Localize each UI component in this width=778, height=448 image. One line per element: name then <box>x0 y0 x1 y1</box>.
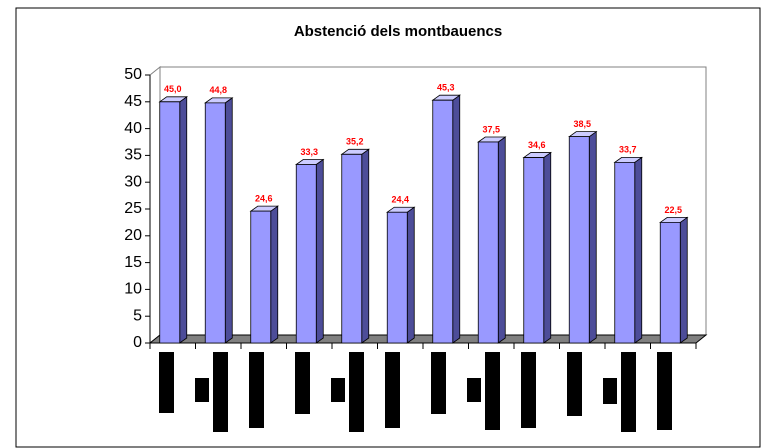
bar-front <box>523 157 545 344</box>
redaction <box>195 378 209 402</box>
redaction <box>249 352 264 428</box>
redaction <box>521 352 536 428</box>
value-label: 24,6 <box>255 194 273 204</box>
y-tick-label: 30 <box>124 173 142 190</box>
value-label: 33,7 <box>619 145 637 155</box>
bar <box>295 158 325 344</box>
value-label: 34,6 <box>528 140 546 150</box>
bar <box>204 97 234 344</box>
redaction <box>567 352 582 416</box>
bar-side <box>679 216 688 344</box>
redaction <box>349 352 364 432</box>
bar <box>659 216 689 344</box>
bar-side <box>452 94 461 344</box>
redaction <box>657 352 672 430</box>
redaction <box>385 352 400 428</box>
bar <box>522 151 552 344</box>
value-label: 24,4 <box>391 195 409 205</box>
y-tick-label: 50 <box>124 66 142 83</box>
redaction <box>159 352 174 413</box>
bar <box>568 130 598 344</box>
value-label: 22,5 <box>664 205 682 215</box>
y-tick-label: 0 <box>133 334 142 351</box>
bar-front <box>432 99 454 344</box>
bar <box>249 205 279 344</box>
y-tick-label: 5 <box>133 307 142 324</box>
bar-side <box>497 136 506 344</box>
value-label: 35,2 <box>346 137 364 147</box>
bar-front <box>568 136 590 344</box>
bar <box>158 96 188 344</box>
bar <box>431 94 461 344</box>
bar <box>340 148 370 344</box>
redaction <box>213 352 228 432</box>
chart-title: Abstenció dels montbauencs <box>294 23 502 40</box>
bar-front <box>659 221 681 344</box>
redaction <box>431 352 446 414</box>
bar-front <box>204 102 226 344</box>
y-tick-label: 45 <box>124 93 142 110</box>
redaction <box>603 378 617 404</box>
value-label: 44,8 <box>209 85 227 95</box>
bar <box>386 206 416 344</box>
y-tick-label: 20 <box>124 227 142 244</box>
bar-side <box>270 205 279 344</box>
value-label: 37,5 <box>482 124 500 134</box>
bar-front <box>295 164 317 344</box>
y-tick-label: 10 <box>124 281 142 298</box>
value-label: 33,3 <box>300 147 318 157</box>
redaction <box>621 352 636 432</box>
y-tick-label: 35 <box>124 147 142 164</box>
y-tick-label: 15 <box>124 254 142 271</box>
redaction <box>331 378 345 402</box>
value-label: 45,3 <box>437 83 455 93</box>
bar-front <box>386 211 408 344</box>
bar-side <box>361 148 370 344</box>
bar-side <box>179 96 188 344</box>
bar-front <box>477 141 499 344</box>
y-tick-label: 25 <box>124 200 142 217</box>
y-tick-label: 40 <box>124 120 142 137</box>
redaction <box>295 352 310 414</box>
bar-front <box>614 161 636 344</box>
bar-front <box>159 101 181 344</box>
redacted-labels <box>159 352 672 432</box>
value-label: 45,0 <box>164 84 182 94</box>
bar-side <box>224 97 233 344</box>
bar-side <box>315 158 324 344</box>
bar-side <box>588 130 597 344</box>
redaction <box>485 352 500 430</box>
bar-side <box>543 151 552 344</box>
value-label: 38,5 <box>573 119 591 129</box>
bar <box>613 156 643 344</box>
bar-side <box>634 156 643 344</box>
bar-side <box>406 206 415 344</box>
bar <box>477 136 507 344</box>
bar-front <box>341 153 363 344</box>
side-wall <box>149 65 161 345</box>
bar-front <box>250 210 272 344</box>
redaction <box>467 378 481 402</box>
